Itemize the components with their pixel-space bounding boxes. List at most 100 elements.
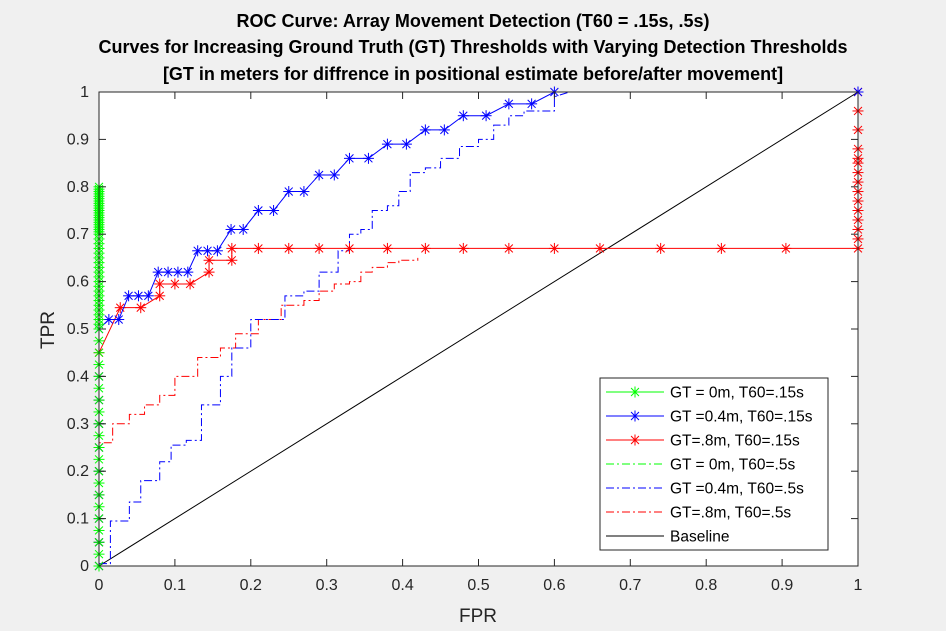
legend-label: GT = 0m, T60=.15s <box>670 385 804 402</box>
legend: GT = 0m, T60=.15s GT =0.4m, T60=.15s GT=.8… <box>599 377 829 551</box>
legend-entry: GT = 0m, T60=.15s <box>606 385 804 402</box>
series-6-line <box>98 91 859 567</box>
series-1-point <box>132 290 144 302</box>
y-tick-label: 1 <box>80 84 89 101</box>
legend-label: Baseline <box>670 529 729 546</box>
series-2-point <box>154 290 166 302</box>
series-1-point <box>252 205 264 216</box>
legend-entry: Baseline <box>606 529 729 546</box>
series-1-point <box>172 266 184 278</box>
series-2-point <box>203 266 215 278</box>
y-tick-label: 0.6 <box>67 274 89 291</box>
legend-label: GT=.8m, T60=.5s <box>670 505 791 522</box>
series-1-point <box>123 290 135 302</box>
series-1-point <box>113 314 125 326</box>
series-1-point <box>192 245 204 257</box>
series-1-point <box>211 245 223 257</box>
series-5 <box>98 257 419 566</box>
series-2-point <box>548 242 560 254</box>
x-tick-label: 0.7 <box>619 577 641 594</box>
series-2-point <box>184 278 196 290</box>
series-2-point <box>226 242 238 254</box>
legend-label: GT=.8m, T60=.15s <box>670 433 800 450</box>
series-1-point <box>237 223 249 235</box>
series-2-point <box>226 254 238 266</box>
series-1-point <box>419 124 431 136</box>
x-tick-label: 0.2 <box>240 577 262 594</box>
series-1-point <box>225 223 237 235</box>
legend-label: GT =0.4m, T60=.15s <box>670 409 813 426</box>
x-tick-label: 0.4 <box>391 577 413 594</box>
x-tick-label: 0.5 <box>467 577 489 594</box>
series-6 <box>98 91 859 567</box>
series-1-point <box>400 138 412 150</box>
series-2-point <box>655 242 667 254</box>
chart-title-line-3: [GT in meters for diffrence in positiona… <box>163 64 783 84</box>
series-1-point <box>526 98 538 110</box>
x-tick-label: 0 <box>95 577 104 594</box>
chart-title-line-2: Curves for Increasing Ground Truth (GT) … <box>98 37 847 57</box>
legend-entry: GT = 0m, T60=.5s <box>606 457 795 474</box>
series-1-point <box>313 169 325 181</box>
legend-entry: GT =0.4m, T60=.15s <box>606 409 813 426</box>
series-1-point <box>182 266 194 278</box>
y-tick-label: 0.1 <box>67 511 89 528</box>
series-1-point <box>152 266 164 278</box>
x-tick-label: 0.3 <box>316 577 338 594</box>
series-5-line <box>98 257 419 566</box>
series-1-point <box>503 98 515 110</box>
series-2-point <box>169 278 181 290</box>
x-tick-label: 0.9 <box>771 577 793 594</box>
series-1-point <box>480 110 492 122</box>
series-1-point <box>298 186 310 198</box>
legend-label: GT = 0m, T60=.5s <box>670 457 795 474</box>
legend-swatch-marker <box>629 434 641 446</box>
series-2-point <box>503 242 515 254</box>
legend-swatch-marker <box>629 410 641 422</box>
series-1-point <box>162 266 174 278</box>
series-2-point <box>457 242 469 254</box>
series-1-point <box>103 314 115 326</box>
series-1-point <box>328 169 340 181</box>
series-2-point <box>203 254 215 266</box>
y-tick-label: 0.3 <box>67 416 89 433</box>
series-2-point <box>343 242 355 254</box>
axes-box <box>98 91 859 567</box>
y-axis-label: TPR <box>38 311 59 349</box>
series-2-point <box>715 242 727 254</box>
y-tick-label: 0.4 <box>67 368 89 385</box>
legend-label: GT =0.4m, T60=.5s <box>670 481 804 498</box>
series-1-point <box>362 152 374 164</box>
series-1-point <box>381 138 393 150</box>
y-tick-label: 0.2 <box>67 463 89 480</box>
x-tick-label: 0.1 <box>164 577 186 594</box>
y-tick-label: 0.5 <box>67 321 89 338</box>
series-2-point <box>780 242 792 254</box>
x-tick-label: 0.6 <box>543 577 565 594</box>
x-axis-label: FPR <box>459 606 497 627</box>
y-tick-label: 0.7 <box>67 226 89 243</box>
series-2-point <box>419 242 431 254</box>
y-tick-label: 0 <box>80 558 89 575</box>
legend-swatch-marker <box>629 386 641 398</box>
legend-entry: GT=.8m, T60=.5s <box>606 505 791 522</box>
series-1-point <box>343 152 355 164</box>
y-tick-label: 0.9 <box>67 131 89 148</box>
series-2-point <box>594 242 606 254</box>
legend-entry: GT =0.4m, T60=.5s <box>606 481 804 498</box>
legend-entry: GT=.8m, T60=.15s <box>606 433 800 450</box>
x-tick-label: 0.8 <box>695 577 717 594</box>
series-1-point <box>202 245 214 257</box>
chart-title-line-1: ROC Curve: Array Movement Detection (T60… <box>237 11 710 31</box>
series-1-point <box>142 290 154 302</box>
y-tick-label: 0.8 <box>67 179 89 196</box>
series-2-point <box>283 242 295 254</box>
series-2-point <box>154 278 166 290</box>
series-2-point <box>381 242 393 254</box>
series-1-point <box>268 205 280 216</box>
series-2-point <box>252 242 264 254</box>
x-tick-label: 1 <box>854 577 863 594</box>
series-1-point <box>457 110 469 122</box>
series-2-point <box>135 302 147 314</box>
